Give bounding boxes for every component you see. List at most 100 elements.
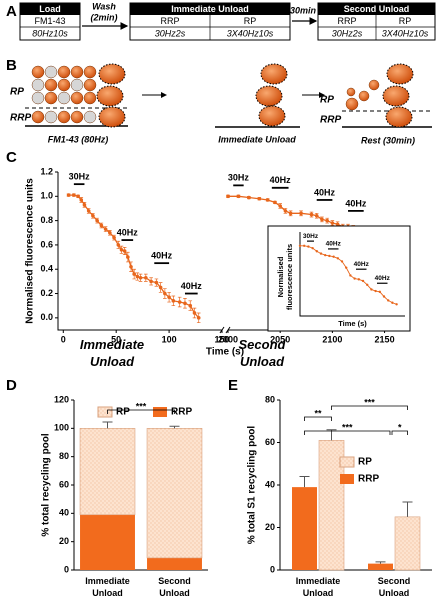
x-tick-label: Immediate Unload bbox=[296, 576, 341, 598]
error-bar bbox=[102, 421, 113, 429]
stimulus-label: 40Hz bbox=[270, 175, 292, 185]
data-point bbox=[320, 217, 324, 222]
y-tick-label: 40 bbox=[265, 479, 275, 489]
panel-label: E bbox=[228, 377, 238, 394]
x-tick-label: Second Unload bbox=[158, 576, 191, 598]
bar bbox=[318, 440, 345, 571]
data-point bbox=[335, 222, 340, 227]
protocol: Load FM1-43 80Hz10s Wash (2min) Immediat… bbox=[19, 1, 436, 41]
stimulus-label: 40Hz bbox=[326, 241, 342, 248]
box-title: Second Unload bbox=[344, 4, 410, 14]
arrow-label: (2min) bbox=[91, 12, 118, 22]
pool-label: RP bbox=[10, 87, 24, 98]
x-tick-label: Second Unload bbox=[378, 576, 411, 598]
y-tick-label: 60 bbox=[59, 479, 69, 489]
data-point bbox=[177, 300, 182, 304]
box-cell: 30Hz2s bbox=[332, 28, 363, 38]
vesicle bbox=[260, 63, 288, 85]
bar bbox=[292, 487, 317, 570]
vesicle bbox=[255, 85, 283, 107]
data-point bbox=[129, 265, 133, 269]
data-point bbox=[66, 193, 71, 197]
significance-bracket bbox=[304, 430, 391, 435]
vesicle bbox=[44, 110, 58, 124]
data-point bbox=[324, 253, 327, 257]
data-point bbox=[391, 301, 394, 304]
data-point bbox=[79, 198, 84, 202]
vesicle bbox=[83, 91, 97, 105]
stimulus-label: 40Hz bbox=[151, 251, 173, 261]
data-point bbox=[154, 280, 159, 285]
data-point bbox=[163, 291, 167, 296]
legend-swatch bbox=[340, 474, 354, 484]
bar bbox=[368, 563, 393, 570]
y-tick-label: 1.2 bbox=[40, 166, 53, 176]
y-axis-label: % total recycling pool bbox=[41, 433, 52, 537]
data-point bbox=[226, 194, 230, 199]
data-point bbox=[332, 255, 335, 258]
vesicle bbox=[385, 106, 413, 128]
x-axis-label: Time (s) bbox=[338, 319, 367, 328]
legend-label: RRP bbox=[358, 474, 379, 485]
bar bbox=[79, 428, 136, 516]
data-point bbox=[345, 266, 348, 269]
condition-label: Immediate Unload bbox=[80, 337, 144, 369]
x-tick-label: 2100 bbox=[322, 334, 342, 344]
y-tick-label: 0.8 bbox=[40, 215, 53, 225]
data-point bbox=[132, 272, 136, 276]
box-cell: 30Hz2s bbox=[155, 28, 186, 38]
data-point bbox=[382, 295, 386, 298]
y-tick-label: 60 bbox=[265, 437, 275, 447]
error-bar bbox=[169, 425, 180, 429]
data-point bbox=[116, 243, 121, 247]
bar bbox=[80, 514, 135, 570]
bar bbox=[146, 428, 203, 559]
data-point bbox=[91, 213, 95, 218]
significance-label: *** bbox=[136, 401, 147, 411]
panel-label: D bbox=[6, 377, 17, 394]
data-point bbox=[149, 279, 153, 284]
pool-label: RRP bbox=[10, 113, 31, 124]
x-tick-label: 100 bbox=[162, 334, 177, 344]
vesicle bbox=[83, 78, 97, 92]
data-point bbox=[188, 303, 193, 308]
legend-label: RRP bbox=[171, 407, 192, 418]
data-point bbox=[357, 278, 360, 281]
data-point bbox=[108, 230, 112, 235]
data-point bbox=[278, 204, 282, 208]
data-point bbox=[311, 246, 314, 250]
vesicle bbox=[44, 91, 58, 105]
data-point bbox=[138, 275, 143, 280]
data-point bbox=[299, 211, 303, 216]
vesicle bbox=[44, 65, 58, 79]
vesicle bbox=[31, 65, 45, 79]
data-point bbox=[171, 299, 176, 303]
vesicle bbox=[345, 97, 359, 111]
box-cell: RRP bbox=[160, 16, 179, 26]
data-point bbox=[325, 218, 329, 223]
y-axis-label: % total S1 recycling pool bbox=[247, 426, 258, 545]
vesicle bbox=[31, 78, 45, 92]
legend-swatch bbox=[339, 456, 355, 468]
box-title: Immediate Unload bbox=[171, 4, 249, 14]
bar bbox=[394, 516, 421, 571]
x-tick-label: 50 bbox=[111, 334, 121, 344]
data-point bbox=[349, 274, 352, 277]
legend-label: RP bbox=[116, 407, 130, 418]
x-tick-label: 2150 bbox=[375, 334, 395, 344]
data-point bbox=[307, 245, 310, 248]
data-point bbox=[378, 290, 381, 294]
stimulus-label: 40Hz bbox=[314, 187, 336, 197]
data-point bbox=[183, 301, 187, 306]
x-tick-label: 0 bbox=[61, 334, 66, 344]
vesicle bbox=[57, 110, 71, 124]
y-tick-label: 20 bbox=[59, 536, 69, 546]
error-bar bbox=[375, 561, 386, 564]
data-point bbox=[126, 255, 130, 259]
vesicle bbox=[368, 79, 380, 91]
data-point bbox=[257, 196, 262, 201]
data-point bbox=[103, 227, 108, 231]
vesicle bbox=[382, 85, 410, 107]
y-tick-label: 0.4 bbox=[40, 264, 53, 274]
